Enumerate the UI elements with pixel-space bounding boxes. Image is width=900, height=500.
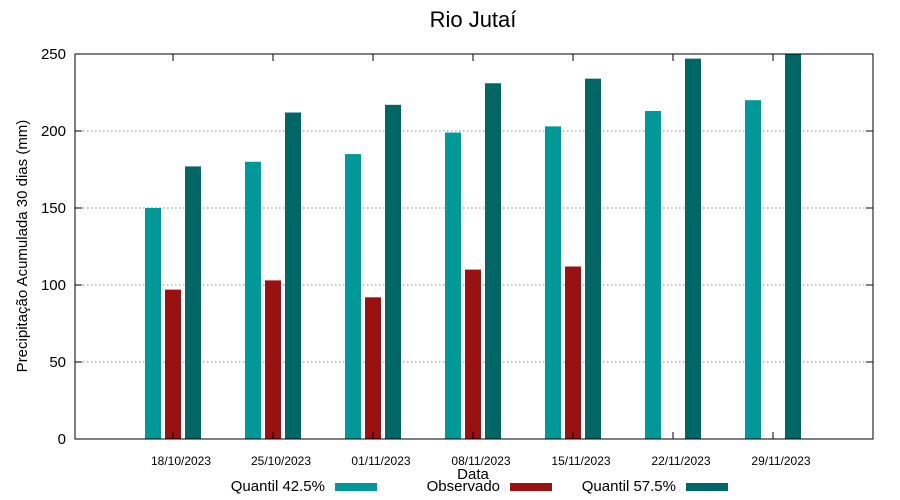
bar-quantil-42-5--4 [545, 126, 561, 439]
legend-swatch [335, 483, 377, 491]
legend-label: Observado [427, 478, 500, 495]
bar-quantil-57-5--1 [285, 112, 301, 440]
x-tick-label: 29/11/2023 [751, 454, 810, 468]
x-tick-label: 22/11/2023 [651, 454, 710, 468]
y-tick-label: 0 [58, 431, 66, 448]
x-tick-label: 25/10/2023 [251, 454, 311, 468]
y-tick-label: 100 [41, 277, 66, 294]
bar-quantil-42-5--6 [745, 100, 761, 439]
grid-layer [75, 130, 873, 363]
chart-title: Rio Jutaí [430, 7, 517, 32]
plot-frame [74, 53, 874, 440]
bars-layer [145, 54, 801, 440]
x-tick-label: 15/11/2023 [551, 454, 610, 468]
bar-quantil-57-5--6 [785, 54, 801, 439]
x-tick-label: 18/10/2023 [151, 454, 211, 468]
y-tick-label: 200 [41, 123, 66, 140]
legend-swatch [510, 483, 552, 491]
legend-label: Quantil 57.5% [582, 478, 676, 495]
x-axis-label: Data [457, 466, 489, 483]
bar-observado-2 [365, 297, 381, 439]
legend-swatch [686, 483, 728, 491]
x-tick-label: 01/11/2023 [351, 454, 410, 468]
y-tick-label: 250 [41, 46, 66, 63]
y-tick-label: 50 [49, 354, 66, 371]
bar-quantil-42-5--5 [645, 110, 661, 439]
y-axis-label: Precipitação Acumulada 30 dias (mm) [14, 120, 31, 373]
x-tick-label: 08/11/2023 [451, 454, 510, 468]
legend-label: Quantil 42.5% [231, 478, 325, 495]
bar-quantil-57-5--0 [185, 166, 201, 440]
bar-quantil-42-5--3 [445, 132, 461, 440]
bar-quantil-42-5--0 [145, 208, 161, 439]
legend: Quantil 42.5% Observado Quantil 57.5% [231, 478, 728, 495]
bar-quantil-57-5--3 [485, 83, 501, 439]
bar-quantil-57-5--5 [685, 58, 701, 440]
bar-quantil-57-5--4 [585, 78, 601, 439]
bar-quantil-57-5--2 [385, 104, 401, 439]
bar-observado-3 [465, 269, 481, 439]
bar-quantil-42-5--2 [345, 154, 361, 439]
y-tick-label: 150 [41, 200, 66, 217]
axis-layer: 0 50 100 150 200 250 18/10/2023 25/10/2023 01/11… [41, 46, 873, 468]
bar-quantil-42-5--1 [245, 161, 261, 440]
bar-observado-0 [165, 289, 181, 439]
bar-observado-4 [565, 266, 581, 439]
bar-observado-1 [265, 280, 281, 439]
